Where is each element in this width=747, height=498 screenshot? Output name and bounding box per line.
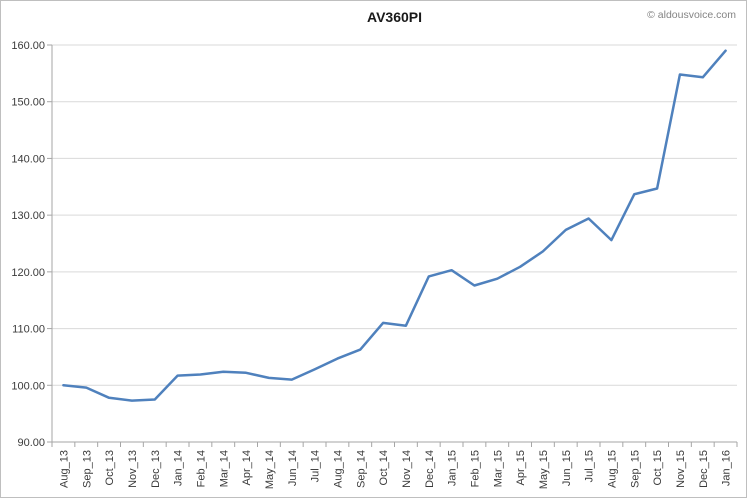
y-tick-label: 160.00 bbox=[11, 40, 45, 52]
y-tick-label: 130.00 bbox=[11, 210, 45, 222]
x-tick-label: Jul_14 bbox=[310, 450, 322, 482]
x-tick-label: Aug_13 bbox=[58, 450, 70, 488]
x-axis-labels: Aug_13 Sep_13 Oct_13 Nov_13 Dec_13 Jan_14 Feb_… bbox=[58, 450, 732, 489]
y-tick-label: 100.00 bbox=[11, 380, 45, 392]
x-tick-label: Mar_15 bbox=[492, 450, 504, 487]
y-tick-label: 110.00 bbox=[12, 324, 45, 336]
x-tick-label: Apr_14 bbox=[241, 450, 253, 485]
chart-title: AV360PI bbox=[367, 9, 422, 25]
watermark: © aldousvoice.com bbox=[647, 9, 736, 21]
x-tick-label: Jun_15 bbox=[561, 450, 573, 486]
x-tick-label: Aug_14 bbox=[332, 450, 344, 488]
x-tick-label: Jan_15 bbox=[447, 450, 459, 486]
series-line bbox=[62, 49, 727, 402]
gridlines bbox=[52, 44, 737, 386]
x-tick-label: Dec_14 bbox=[424, 450, 436, 488]
x-tick-label: Dec_15 bbox=[698, 450, 710, 488]
x-tick-label: Jun_14 bbox=[287, 450, 299, 486]
x-tick-label: Mar_14 bbox=[218, 450, 230, 487]
x-tick-label: Aug_15 bbox=[606, 450, 618, 488]
y-tick-label: 90.00 bbox=[17, 437, 45, 449]
x-tick-label: Feb_15 bbox=[469, 450, 481, 487]
x-tick-label: Dec_13 bbox=[150, 450, 162, 488]
y-tick-label: 150.00 bbox=[11, 97, 45, 109]
x-tick-label: Feb_14 bbox=[195, 450, 207, 487]
x-tick-label: Jan_16 bbox=[721, 450, 733, 486]
x-tick-label: Sep_13 bbox=[81, 450, 93, 488]
x-tick-label: Oct_14 bbox=[378, 450, 390, 485]
x-tick-label: Sep_15 bbox=[629, 450, 641, 488]
y-tick-label: 140.00 bbox=[11, 153, 45, 165]
x-tick-label: Nov_13 bbox=[127, 450, 139, 488]
x-tick-label: Jul_15 bbox=[584, 450, 596, 482]
x-tick-label: May_15 bbox=[538, 450, 550, 489]
axes bbox=[47, 44, 738, 447]
x-tick-label: Jan_14 bbox=[173, 450, 185, 486]
x-tick-label: Nov_14 bbox=[401, 450, 413, 488]
y-axis-labels: 160.00 150.00 140.00 130.00 120.00 110.00 100.… bbox=[11, 40, 45, 449]
x-tick-label: Apr_15 bbox=[515, 450, 527, 485]
x-tick-label: Oct_15 bbox=[652, 450, 664, 485]
x-tick-label: Nov_15 bbox=[675, 450, 687, 488]
x-tick-label: May_14 bbox=[264, 450, 276, 489]
x-tick-label: Oct_13 bbox=[104, 450, 116, 485]
y-tick-label: 120.00 bbox=[11, 267, 45, 279]
x-tick-label: Sep_14 bbox=[355, 450, 367, 488]
